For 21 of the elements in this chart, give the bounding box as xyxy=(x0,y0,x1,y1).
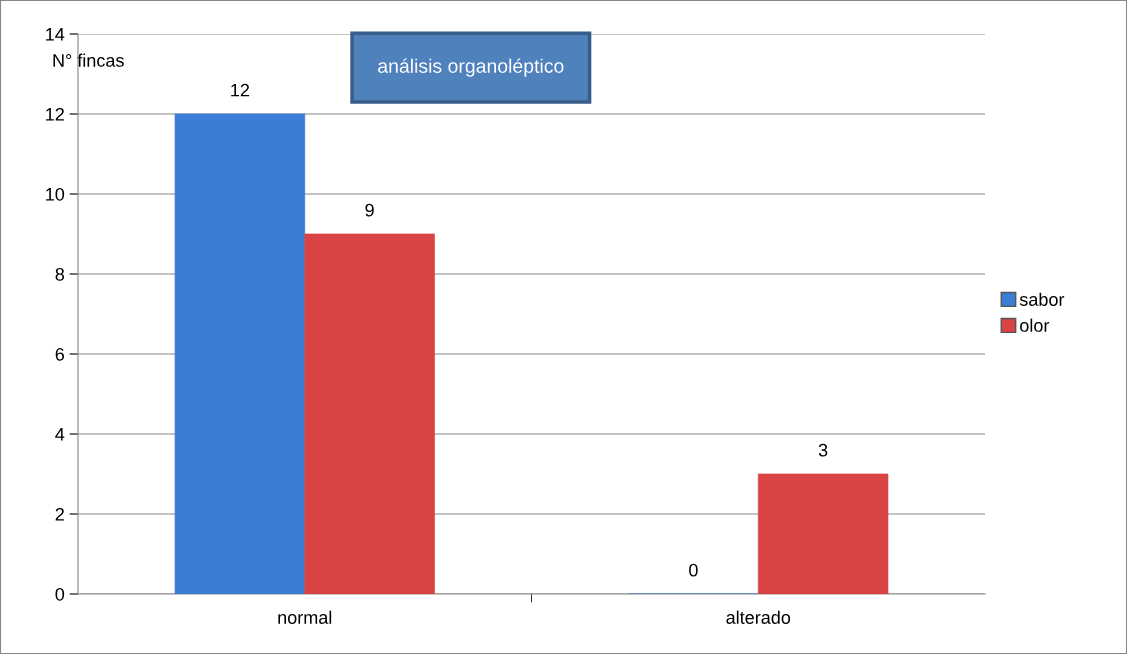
y-tick-label: 10 xyxy=(46,187,65,201)
y-tick-label: 14 xyxy=(46,28,65,41)
x-tick-label: alterado xyxy=(726,610,791,624)
bar xyxy=(304,233,435,594)
data-label: 3 xyxy=(818,443,828,457)
data-label: 0 xyxy=(689,563,698,577)
y-tick-label: 0 xyxy=(55,587,65,601)
y-tick-label: 4 xyxy=(55,428,65,441)
y-tick-label: 2 xyxy=(55,507,64,521)
data-label: 12 xyxy=(231,83,250,97)
legend-label: olor xyxy=(1020,318,1050,332)
text: análisis organoléptico xyxy=(378,58,564,77)
y-tick-label: 8 xyxy=(55,267,65,281)
data-label: 9 xyxy=(365,203,374,217)
y-tick-label: 12 xyxy=(46,107,64,121)
y-axis-title: N° fincas xyxy=(53,53,124,67)
x-tick-label: normal xyxy=(278,610,332,624)
legend-label: sabor xyxy=(1019,292,1065,306)
bar xyxy=(174,113,306,594)
bar xyxy=(757,473,889,594)
y-tick-label: 6 xyxy=(55,347,65,361)
